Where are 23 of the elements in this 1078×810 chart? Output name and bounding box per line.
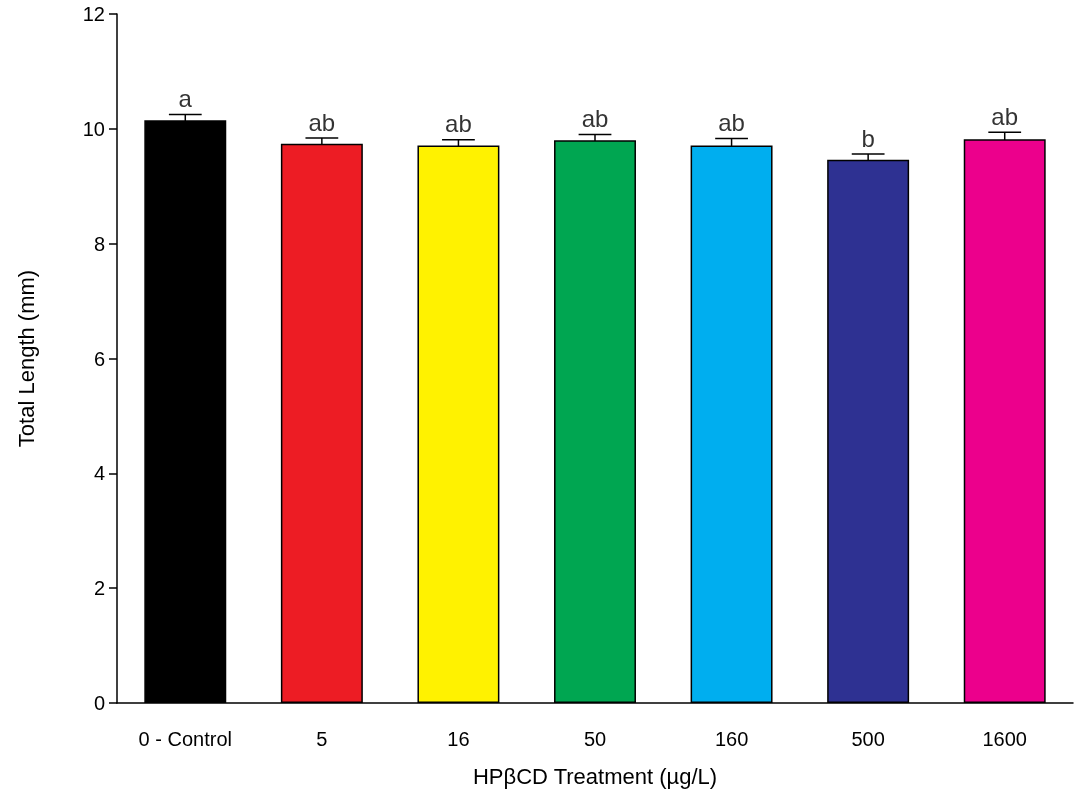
annotation: ab — [445, 110, 472, 138]
x-tick-label: 16 — [447, 728, 470, 750]
x-tick-label: 1600 — [982, 728, 1027, 750]
annotation: ab — [308, 108, 336, 136]
x-tick-label: 0 - Control — [138, 728, 232, 750]
annotation: b — [861, 124, 875, 152]
annotation: ab — [581, 105, 609, 133]
y-tick-label: 10 — [82, 117, 105, 140]
y-tick-label: 4 — [93, 462, 105, 485]
x-tick-label: 500 — [851, 728, 885, 750]
x-tick-label: 160 — [714, 728, 749, 750]
x-axis-title: HPβCD Treatment (µg/L) — [472, 763, 718, 789]
y-tick-label: 0 — [93, 692, 105, 714]
x-tick-label: 50 — [583, 728, 607, 750]
annotation: ab — [991, 102, 1019, 130]
annotation: a — [178, 84, 193, 112]
y-tick-label: 2 — [93, 577, 105, 600]
y-tick-label: 12 — [82, 3, 105, 25]
x-tick-label: 5 — [316, 728, 328, 750]
y-axis-title: Total Length (mm) — [13, 269, 39, 448]
y-tick-label: 6 — [93, 347, 105, 370]
annotation: ab — [718, 109, 745, 137]
y-tick-label: 8 — [93, 232, 105, 255]
